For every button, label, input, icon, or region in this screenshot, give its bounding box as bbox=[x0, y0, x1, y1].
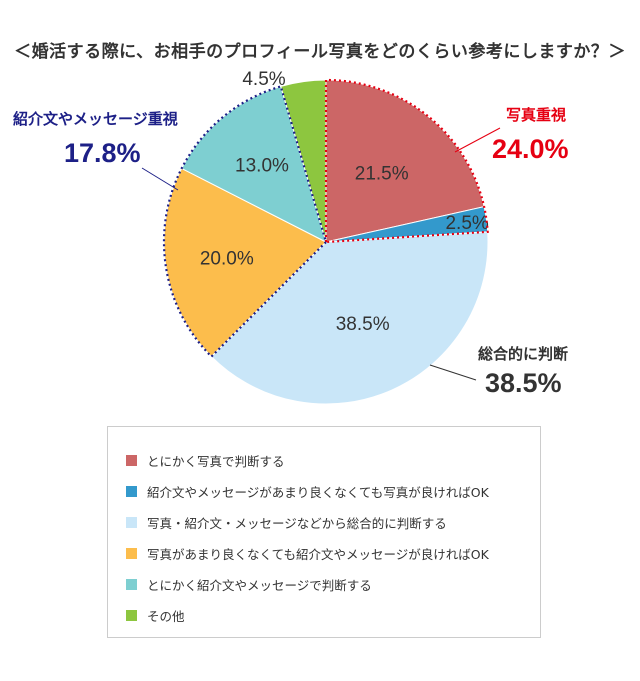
legend-swatch bbox=[126, 455, 137, 466]
legend-swatch bbox=[126, 486, 137, 497]
pie-slice bbox=[210, 231, 489, 405]
leader-line bbox=[141, 167, 179, 191]
legend-label: とにかく紹介文やメッセージで判断する bbox=[147, 578, 372, 593]
slice-label: 20.0% bbox=[200, 249, 254, 270]
group-photo-name: 写真重視 bbox=[506, 106, 567, 124]
legend-swatch bbox=[126, 610, 137, 621]
legend-item: とにかく紹介文やメッセージで判断する bbox=[126, 569, 540, 600]
legend-swatch bbox=[126, 579, 137, 590]
group-photo-value: 24.0% bbox=[492, 134, 569, 164]
slice-label: 13.0% bbox=[235, 156, 289, 177]
pie-chart: 21.5% 2.5% 38.5% 20.0% 13.0% 4.5% bbox=[141, 69, 501, 405]
group-message-value: 17.8% bbox=[64, 138, 141, 168]
slice-label: 4.5% bbox=[242, 69, 285, 90]
legend: とにかく写真で判断する 紹介文やメッセージがあまり良くなくても写真が良ければOK… bbox=[107, 426, 541, 638]
group-message-name: 紹介文やメッセージ重視 bbox=[13, 110, 178, 128]
chart-title: ＜婚活する際に、お相手のプロフィール写真をどのくらい参考にしますか？＞ bbox=[14, 42, 626, 62]
leader-line bbox=[429, 364, 477, 381]
slice-label: 2.5% bbox=[445, 213, 488, 234]
leader-line bbox=[454, 127, 501, 153]
group-outline bbox=[162, 85, 328, 359]
legend-item: 写真があまり良くなくても紹介文やメッセージが良ければOK bbox=[126, 538, 540, 569]
legend-item: その他 bbox=[126, 600, 540, 631]
legend-swatch bbox=[126, 517, 137, 528]
legend-label: 写真があまり良くなくても紹介文やメッセージが良ければOK bbox=[147, 547, 489, 562]
legend-label: その他 bbox=[147, 609, 185, 624]
group-overall-value: 38.5% bbox=[485, 368, 562, 398]
slice-label: 21.5% bbox=[355, 163, 409, 184]
legend-swatch bbox=[126, 548, 137, 559]
legend-label: とにかく写真で判断する bbox=[147, 454, 285, 469]
legend-label: 写真・紹介文・メッセージなどから総合的に判断する bbox=[147, 516, 447, 531]
group-overall-name: 総合的に判断 bbox=[478, 345, 569, 363]
legend-item: とにかく写真で判断する bbox=[126, 445, 540, 476]
legend-item: 紹介文やメッセージがあまり良くなくても写真が良ければOK bbox=[126, 476, 540, 507]
slice-label: 38.5% bbox=[336, 314, 390, 335]
legend-label: 紹介文やメッセージがあまり良くなくても写真が良ければOK bbox=[147, 485, 489, 500]
legend-item: 写真・紹介文・メッセージなどから総合的に判断する bbox=[126, 507, 540, 538]
